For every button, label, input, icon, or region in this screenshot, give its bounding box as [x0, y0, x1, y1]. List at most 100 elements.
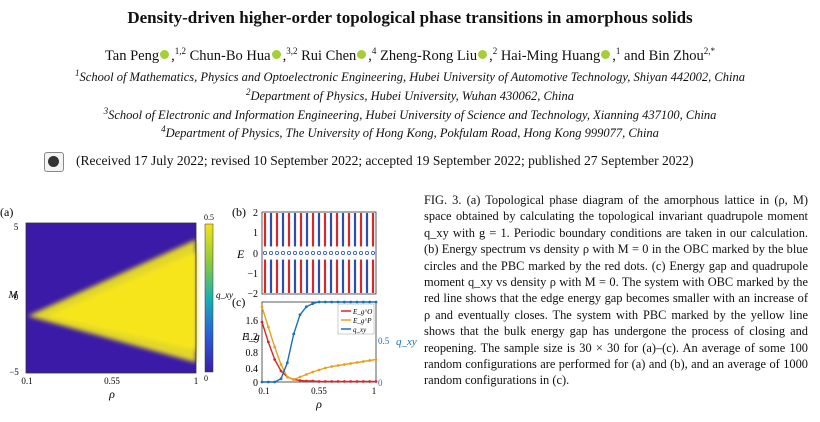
affiliation: 3School of Electronic and Information En… — [103, 106, 717, 123]
data-point — [266, 340, 270, 344]
data-point — [349, 300, 353, 304]
data-point — [279, 363, 283, 366]
obc-corner-state — [298, 251, 303, 256]
data-point — [368, 380, 372, 383]
heatmap-frame — [25, 222, 197, 374]
orcid-icon[interactable] — [478, 49, 488, 59]
data-point — [374, 358, 378, 361]
author-name[interactable]: Zheng-Rong Liu — [380, 47, 478, 64]
data-point — [323, 366, 327, 370]
legend-entry: E_g^O — [352, 308, 372, 316]
data-point — [323, 300, 327, 304]
data-point — [355, 380, 359, 383]
tick-label: 1 — [253, 228, 258, 239]
orcid-icon[interactable] — [160, 49, 170, 59]
tick-label: 0 — [14, 292, 19, 302]
data-point — [361, 360, 365, 363]
tick-label: 0.4 — [246, 364, 259, 375]
data-point — [260, 320, 264, 324]
received-dates: (Received 17 July 2022; revised 10 Septe… — [76, 153, 694, 168]
affiliation: 4Department of Physics, The University o… — [161, 124, 659, 141]
author-name[interactable]: Bin Zhou — [648, 47, 704, 64]
obc-corner-state — [352, 251, 357, 256]
data-point — [304, 379, 308, 383]
data-point — [355, 300, 359, 304]
data-point — [311, 370, 315, 374]
tick-label: 1.6 — [246, 316, 259, 327]
data-point — [298, 313, 302, 317]
data-point — [260, 380, 264, 384]
tick-label: 1.2 — [246, 332, 259, 343]
colorbar-tick: 0 — [204, 374, 208, 383]
panel-c-series — [260, 300, 378, 384]
colorbar-tick: 0.5 — [204, 213, 214, 222]
tick-label: 0 — [253, 378, 258, 389]
data-point — [368, 359, 372, 362]
obc-corner-state — [340, 251, 345, 256]
author-name[interactable]: Hai-Ming Huang — [500, 47, 601, 64]
data-point — [330, 380, 334, 383]
figure-3: (a) 5 0 −5 M 0.1 0.55 1 ρ 0.5 0 q_xy (b)… — [0, 205, 417, 411]
data-point — [361, 380, 365, 383]
data-point — [298, 375, 302, 379]
data-point — [374, 380, 378, 383]
colorbar-label: q_xy — [216, 290, 233, 300]
data-point — [368, 300, 372, 304]
panel-a-heatmap: (a) 5 0 −5 M 0.1 0.55 1 ρ 0.5 0 q_xy — [0, 205, 233, 401]
tick-label: −1 — [247, 269, 258, 280]
data-point — [361, 300, 365, 304]
data-point — [330, 300, 334, 304]
tick-label: 0.55 — [311, 386, 327, 396]
tick-label: 0.1 — [21, 376, 32, 386]
data-point — [317, 300, 321, 304]
panel-b-frame — [261, 211, 377, 295]
data-point — [374, 300, 378, 304]
obc-corner-state — [316, 251, 321, 256]
legend-entry: q_xy — [353, 326, 367, 334]
data-point — [260, 305, 264, 309]
data-point — [279, 377, 283, 381]
tick-label: 0 — [253, 249, 258, 260]
tick-label: 1 — [372, 386, 377, 396]
tick-label: 0.1 — [258, 386, 269, 396]
tick-label: −2 — [247, 289, 258, 300]
obc-corner-state — [268, 251, 273, 256]
panel-b-energy-spectrum: (b) 2 1 0 −1 −2 E — [232, 205, 377, 300]
data-point — [323, 380, 327, 383]
tick-label: 2 — [253, 208, 258, 219]
obc-corner-state — [304, 251, 309, 256]
y2-axis-label: q_xy — [396, 336, 417, 348]
data-point — [273, 380, 277, 384]
data-point — [355, 361, 359, 364]
data-point — [279, 369, 283, 373]
obc-corner-state — [334, 251, 339, 256]
author-sup: 2 — [492, 46, 498, 56]
author-name[interactable]: Tan Peng — [104, 47, 160, 64]
data-point — [336, 380, 340, 383]
obc-corner-state — [280, 251, 285, 256]
data-point — [285, 375, 289, 379]
author-sup: 1,2 — [174, 46, 186, 56]
author-name[interactable]: Chun-Bo Hua — [189, 47, 271, 64]
data-point — [292, 378, 296, 381]
data-point — [336, 364, 340, 367]
x-axis-label: ρ — [108, 387, 115, 401]
data-point — [342, 380, 346, 383]
data-point — [311, 379, 315, 383]
obc-corner-state — [328, 251, 333, 256]
orcid-icon[interactable] — [357, 49, 367, 59]
y-axis-label: M — [7, 289, 18, 301]
orcid-icon[interactable] — [271, 49, 281, 59]
author-name[interactable]: Rui Chen — [301, 47, 357, 64]
data-point — [304, 373, 308, 376]
data-point — [342, 363, 346, 366]
crossmark-icon[interactable] — [44, 152, 64, 172]
tick-label-right: 0 — [378, 378, 383, 388]
orcid-icon[interactable] — [601, 49, 611, 59]
obc-corner-state — [292, 251, 297, 256]
legend-entry: E_g^P — [352, 317, 372, 325]
data-point — [349, 380, 353, 383]
obc-corner-state — [358, 251, 363, 256]
author-list: Tan Peng ,1,2 Chun-Bo Hua ,3,2 Rui Chen ,4 … — [104, 46, 716, 64]
obc-corner-state — [274, 251, 279, 256]
